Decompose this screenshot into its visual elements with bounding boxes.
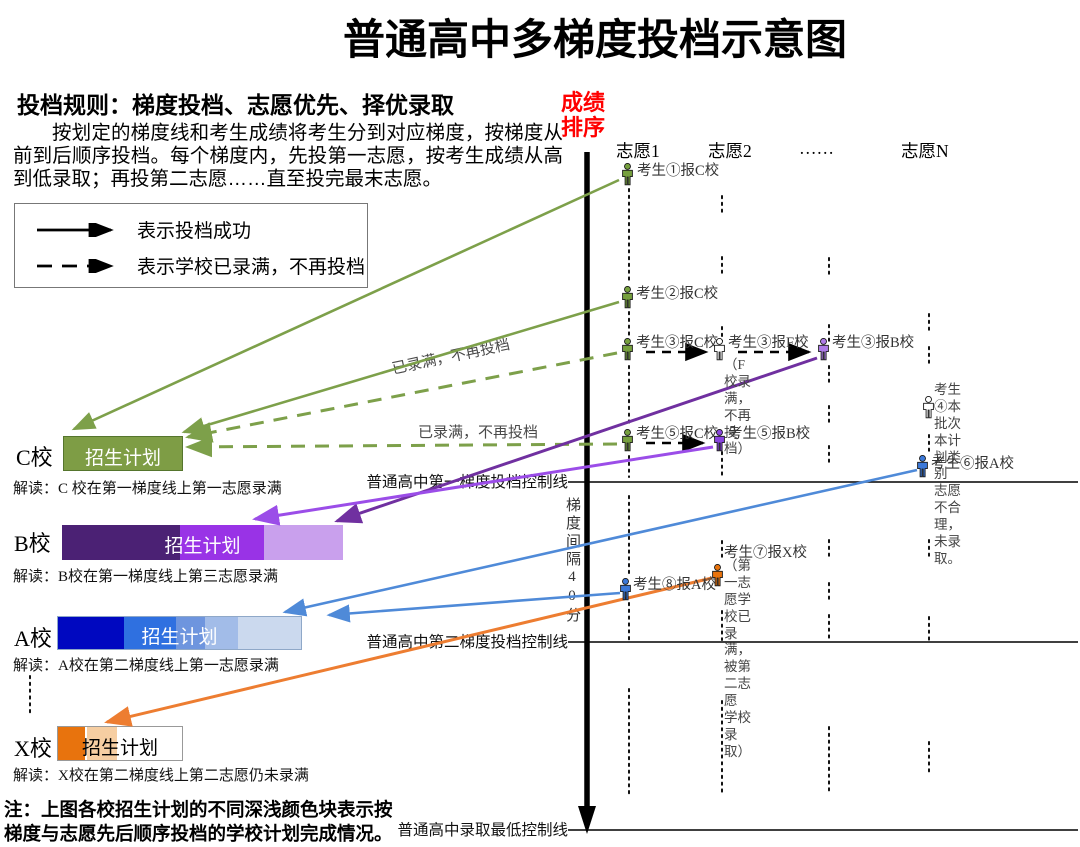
student-note-s7: （第一志愿学 校已录满， 被第二志愿 学校录取） [724, 558, 751, 759]
full-no-dispatch-label-1: 已录满，不再投档 [390, 337, 512, 378]
legend-box: 表示投档成功 表示学校已录满，不再投档 [14, 203, 368, 288]
student-label-s5c: 考生⑤报C校 [636, 426, 719, 442]
student-s6: 考生⑥报A校 [915, 454, 1014, 483]
control-line-2-label: 普通高中第二梯度投档控制线 [366, 634, 568, 651]
plan-label-B校: 招生计划 [164, 535, 241, 557]
person-icon [620, 428, 635, 456]
student-s3c: 考生③报C校 [620, 335, 718, 366]
jiedu-X校: 解读：X校在第二梯度线上第二志愿仍未录满 [13, 768, 309, 784]
school-plan-block-C校: 招生计划 [63, 436, 183, 471]
rules-body: 按划定的梯度线和考生成绩将考生分到对应梯度，按梯度从前到后顺序投档。每个梯度内，… [13, 122, 563, 190]
plan-segment [119, 727, 182, 760]
student-note-s4: 考生④本批次本计划类别 志愿不合理，未录取。 [934, 382, 961, 566]
student-label-s5b: 考生⑤报B校 [728, 426, 811, 442]
legend-solid-label: 表示投档成功 [137, 221, 252, 242]
legend-dashed-label: 表示学校已录满，不再投档 [137, 257, 366, 278]
column-header-3: …… [799, 138, 834, 158]
student-s4: 考生④本批次本计划类别 志愿不合理，未录取。 [921, 382, 961, 566]
arrow-s5c-to-C-full [185, 436, 618, 458]
footnote: 注：上图各校招生计划的不同深浅颜色块表示按 梯度与志愿先后顺序投档的学校计划完成… [4, 799, 393, 844]
school-name-B校: B校 [14, 531, 51, 556]
plan-label-A校: 招生计划 [141, 627, 218, 648]
school-plan-block-A校: 招生计划 [57, 616, 302, 650]
student-note-s3f: （F校录满， 不再投档） [724, 357, 751, 457]
student-s5c: 考生⑤报C校 [620, 426, 718, 457]
student-s2: 考生②报C校 [620, 285, 718, 314]
student-s5b: 考生⑤报B校 [712, 426, 810, 457]
legend-row-dashed: 表示学校已录满，不再投档 [35, 252, 365, 279]
solid-arrow-icon [37, 222, 114, 237]
score-axis [578, 152, 596, 834]
person-icon [921, 395, 936, 423]
school-name-C校: C校 [16, 445, 53, 470]
column-header-2: 志愿2 [708, 141, 752, 161]
plan-label-X校: 招生计划 [81, 737, 158, 759]
jiedu-C校: 解读：C 校在第一梯度线上第一志愿录满 [13, 481, 282, 497]
student-label-s6: 考生⑥报A校 [931, 456, 1014, 472]
column-header-1: 志愿1 [616, 141, 660, 161]
person-icon [620, 337, 635, 365]
plan-segment [58, 727, 87, 760]
control-lines [568, 481, 1078, 831]
person-icon [915, 454, 930, 482]
dashed-arrow-icon [37, 258, 114, 273]
student-label-s2: 考生②报C校 [636, 286, 719, 302]
person-icon [620, 162, 635, 190]
score-axis-label: 成绩 排序 [561, 90, 606, 141]
student-s8: 考生⑧报A校 [618, 577, 716, 606]
school-name-X校: X校 [14, 736, 52, 761]
plan-segment [180, 525, 264, 560]
student-label-s3f: 考生③报F校 [728, 335, 809, 351]
page-title: 普通高中多梯度投档示意图 [342, 18, 847, 64]
student-label-s1: 考生①报C校 [637, 163, 720, 179]
full-no-dispatch-label-2: 已录满，不再投档 [418, 425, 539, 441]
control-line-3-label: 普通高中录取最低控制线 [397, 822, 568, 839]
plan-segment [62, 525, 180, 560]
plan-segment [64, 437, 182, 470]
school-name-A校: A校 [14, 626, 52, 651]
person-icon [816, 337, 831, 365]
jiedu-A校: 解读：A校在第二梯度线上第一志愿录满 [13, 658, 279, 674]
student-s1: 考生①报C校 [620, 162, 719, 191]
school-plan-block-B校: 招生计划 [62, 525, 343, 560]
control-line-1-label: 普通高中第一梯度投档控制线 [366, 474, 568, 491]
student-label-s3b: 考生③报B校 [832, 335, 915, 351]
rules-heading: 投档规则：梯度投档、志愿优先、择优录取 [17, 92, 454, 118]
plan-label-C校: 招生计划 [84, 447, 161, 469]
column-header-4: 志愿N [901, 141, 949, 161]
axis-arrowhead-icon [578, 806, 596, 834]
legend-row-solid: 表示投档成功 [35, 216, 251, 243]
student-s3f: 考生③报F校 （F校录满， 不再投档） [712, 335, 809, 456]
person-icon [620, 285, 635, 313]
jiedu-B校: 解读：B校在第一梯度线上第三志愿录满 [13, 569, 279, 585]
student-label-s8: 考生⑧报A校 [633, 577, 716, 593]
person-icon [618, 577, 633, 605]
school-plan-block-X校: 招生计划 [57, 726, 183, 761]
student-label-s3c: 考生③报C校 [636, 335, 719, 351]
student-s3b: 考生③报B校 [816, 335, 914, 366]
gradient-gap-label: 梯度间隔40分 [564, 497, 580, 625]
person-icon [712, 428, 727, 456]
plan-segment [86, 727, 120, 760]
